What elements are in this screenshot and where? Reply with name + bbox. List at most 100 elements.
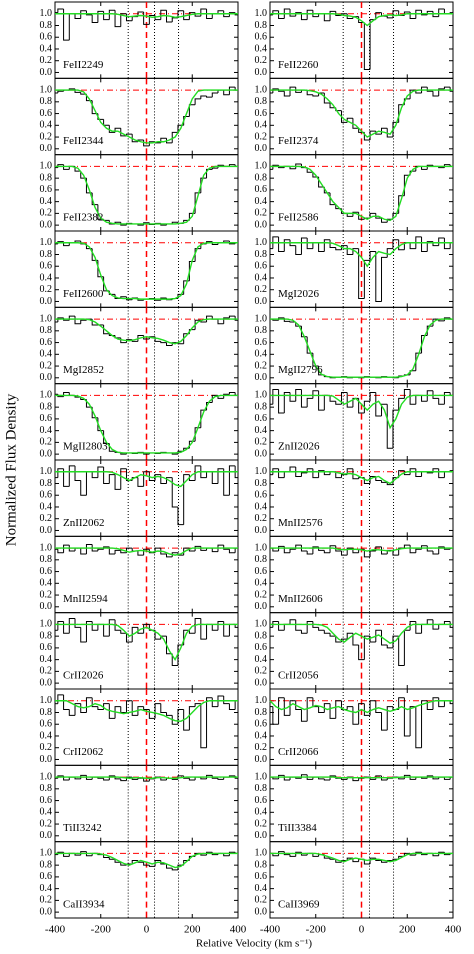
flux-step (449, 87, 453, 92)
flux-step (143, 778, 150, 782)
flux-step (323, 630, 331, 634)
y-tick-label: 1.0 (40, 84, 53, 95)
flux-step (85, 620, 93, 643)
panel-label: MnII2576 (278, 517, 323, 529)
flux-step (358, 248, 365, 300)
flux-step (171, 653, 178, 667)
flux-step (421, 623, 428, 634)
flux-step (103, 467, 110, 484)
y-tick-label: 0.6 (255, 566, 268, 577)
flux-step (223, 10, 230, 18)
flux-step (340, 110, 348, 123)
flux-step (148, 549, 156, 554)
flux-step (223, 696, 230, 705)
y-tick-label: 0.8 (40, 630, 53, 641)
panel-label: FeII2600 (63, 288, 104, 300)
flux-step (223, 317, 230, 324)
flux-step (421, 236, 428, 253)
flux-step (97, 466, 104, 478)
y-tick-label: 0.2 (40, 818, 53, 829)
flux-step (211, 167, 218, 170)
flux-step (283, 239, 291, 252)
flux-step (103, 119, 110, 126)
fit-line (55, 776, 238, 779)
flux-step (363, 400, 371, 414)
flux-step (283, 546, 291, 554)
y-tick-label: 1.0 (40, 695, 53, 706)
y-tick-label: 0.6 (40, 642, 53, 653)
x-tick-label: 200 (184, 924, 201, 936)
flux-step (421, 471, 428, 477)
flux-step (194, 618, 201, 634)
flux-step (108, 857, 116, 860)
flux-step (432, 697, 439, 710)
flux-step (426, 164, 433, 170)
y-tick-label: 0.6 (255, 871, 268, 882)
flux-step (295, 851, 302, 857)
y-tick-label: 0.0 (255, 906, 268, 917)
y-tick-label: 0.0 (40, 677, 53, 688)
flux-step (432, 853, 439, 857)
fit-line (269, 700, 453, 714)
flux-step (335, 859, 342, 863)
flux-step (283, 391, 291, 414)
flux-step (381, 218, 388, 223)
y-tick-label: 0.0 (40, 830, 53, 841)
flux-step (329, 703, 336, 719)
flux-step (415, 851, 422, 856)
flux-step (381, 546, 388, 555)
flux-step (143, 862, 150, 866)
flux-step (194, 248, 201, 262)
flux-step (63, 544, 70, 553)
flux-step (278, 236, 285, 253)
y-tick-label: 0.4 (255, 730, 268, 741)
flux-step (329, 858, 336, 860)
flux-step (409, 620, 416, 631)
flux-step (108, 9, 116, 20)
flux-step (272, 853, 279, 857)
y-tick-label: 1.0 (255, 771, 268, 782)
flux-step (272, 548, 279, 552)
y-tick-label: 0.0 (255, 372, 268, 383)
flux-step (329, 10, 336, 21)
flux-step (211, 624, 218, 631)
flux-step (340, 391, 348, 405)
flux-step (272, 236, 279, 249)
y-tick-label: 1.0 (255, 619, 268, 630)
y-tick-label: 0.6 (40, 490, 53, 501)
panel-label: FeII2382 (63, 212, 103, 224)
flux-step (421, 700, 428, 748)
panel-label: ZnII2026 (278, 441, 320, 453)
y-tick-label: 0.8 (40, 20, 53, 31)
flux-step (415, 706, 422, 749)
flux-step (120, 128, 127, 137)
flux-step (131, 134, 138, 143)
y-tick-label: 0.0 (40, 67, 53, 78)
y-tick-label: 0.6 (40, 108, 53, 119)
y-tick-label: 0.6 (40, 719, 53, 730)
y-tick-label: 0.2 (255, 55, 268, 66)
flux-step (120, 706, 127, 713)
y-tick-label: 0.6 (40, 184, 53, 195)
y-tick-label: 0.4 (255, 120, 268, 131)
flux-step (183, 10, 190, 21)
flux-step (166, 712, 173, 716)
flux-step (443, 9, 451, 15)
flux-step (272, 164, 279, 170)
flux-step (295, 467, 302, 477)
y-tick-label: 1.0 (40, 771, 53, 782)
flux-step (57, 317, 64, 323)
flux-step (306, 9, 313, 20)
flux-step (125, 776, 133, 781)
flux-step (278, 545, 285, 552)
flux-step (312, 621, 319, 628)
y-tick-label: 0.8 (255, 401, 268, 412)
flux-step (272, 389, 279, 405)
y-tick-label: 0.6 (40, 795, 53, 806)
flux-step (68, 618, 76, 634)
flux-step (160, 548, 167, 555)
fit-line (55, 89, 238, 144)
y-tick-label: 0.4 (40, 578, 53, 589)
flux-step (57, 8, 64, 13)
flux-step (131, 626, 138, 643)
